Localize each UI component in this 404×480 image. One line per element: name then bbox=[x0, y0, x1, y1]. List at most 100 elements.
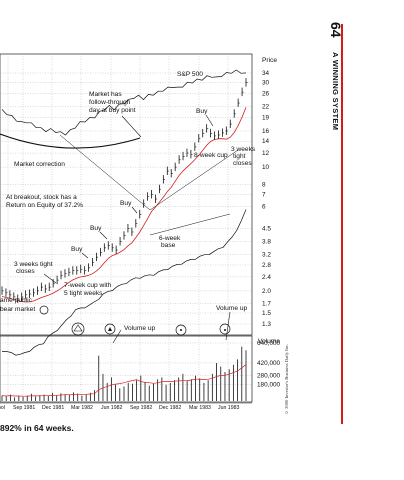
weeks-tight-top-line2: tight bbox=[233, 153, 246, 160]
cup-7week-line1: 7-week cup with bbox=[64, 282, 112, 289]
buy-left-b-label: Buy bbox=[71, 246, 83, 253]
roe-line1: At breakout, stock has a bbox=[6, 194, 77, 201]
earnings-marker-2 bbox=[104, 323, 116, 335]
moving-average-path bbox=[1, 107, 247, 303]
weeks-tight-left-arrow bbox=[43, 273, 57, 284]
price-tick-4: 19 bbox=[262, 115, 270, 122]
buy-mid-label: Buy bbox=[120, 200, 132, 207]
figure-caption: 892% in 64 weeks. bbox=[0, 423, 74, 433]
earnings-marker-4 bbox=[219, 323, 231, 335]
base-6week-line1: 6-week bbox=[159, 235, 181, 242]
roe-line2: Return on Equity of 37.2% bbox=[6, 202, 83, 209]
price-tick-15: 2.8 bbox=[262, 262, 271, 269]
page-number: 64 bbox=[328, 22, 344, 38]
price-volume-chart: Price Volume 34 30 26 22 19 16 14 12 10 8 7 6 4.5 3.8… bbox=[0, 53, 281, 411]
buy-left-a-label: Buy bbox=[90, 225, 102, 232]
x-tick-1: Sep 1981 bbox=[13, 405, 35, 411]
volume-average-path bbox=[1, 364, 247, 397]
volume-bars bbox=[1, 346, 247, 401]
price-tick-7: 12 bbox=[262, 150, 270, 157]
volume-up-left-label: Volume up bbox=[124, 325, 155, 332]
volume-tick-0: 640,000 bbox=[257, 340, 281, 347]
copyright-note: © 2000 Investor's Business Daily Inc. bbox=[284, 343, 289, 415]
weeks-tight-left-line1: 3 weeks tight bbox=[14, 261, 53, 268]
price-tick-8: 10 bbox=[262, 164, 270, 171]
weeks-tight-left-line2: closes bbox=[16, 268, 35, 275]
price-axis-label: Price bbox=[262, 57, 277, 64]
base-6week-line2: base bbox=[161, 242, 176, 249]
earnings-marker-1 bbox=[71, 322, 85, 336]
price-ticks: 34 30 26 22 19 16 14 12 10 8 7 6 4.5 3.8 3.2 2.8 2.4 2.0 1… bbox=[262, 70, 271, 328]
buy-mid-arrow bbox=[131, 206, 138, 214]
cup-7week-line2: 5 tight weeks bbox=[64, 290, 103, 297]
trend-line-lower bbox=[149, 213, 231, 236]
follow-through-line1: Market has bbox=[89, 91, 122, 98]
price-tick-9: 8 bbox=[262, 181, 266, 188]
price-tick-13: 3.8 bbox=[262, 239, 271, 246]
buy-left-a-arrow bbox=[99, 231, 108, 240]
trend-line-upper bbox=[59, 134, 239, 211]
follow-through-line2: follow-through bbox=[89, 99, 131, 106]
price-tick-2: 26 bbox=[262, 91, 270, 98]
public-bear-line2: bear market bbox=[0, 306, 35, 313]
earnings-marker-3 bbox=[175, 324, 187, 336]
public-bear-line1: ame public bbox=[0, 297, 33, 304]
price-tick-14: 3.2 bbox=[262, 252, 271, 259]
price-tick-11: 6 bbox=[262, 203, 266, 210]
price-tick-6: 14 bbox=[262, 138, 270, 145]
sp500-line bbox=[1, 69, 247, 136]
x-tick-5: Sep 1982 bbox=[130, 405, 152, 411]
x-tick-8: Jun 1983 bbox=[218, 405, 239, 411]
volume-tick-3: 180,000 bbox=[257, 382, 281, 389]
price-bars bbox=[1, 78, 248, 303]
x-tick-3: Mar 1982 bbox=[71, 405, 93, 411]
volume-up-right-arrow bbox=[225, 311, 231, 341]
running-head: 64 A WINNING SYSTEM bbox=[326, 22, 350, 132]
volume-tick-1: 420,000 bbox=[257, 360, 281, 367]
price-tick-20: 1.3 bbox=[262, 321, 271, 328]
x-axis-ticks: pol Sep 1981 Dec 1981 Mar 1982 Jun 1982 Sep 1… bbox=[0, 402, 252, 411]
x-tick-6: Dec 1982 bbox=[159, 405, 181, 411]
price-tick-12: 4.5 bbox=[262, 226, 271, 233]
follow-through-arrow bbox=[121, 115, 142, 138]
volume-up-left-arrow bbox=[112, 329, 122, 344]
x-tick-7: Mar 1983 bbox=[189, 405, 211, 411]
price-tick-1: 30 bbox=[262, 80, 270, 87]
price-tick-17: 2.0 bbox=[262, 288, 271, 295]
grid bbox=[0, 54, 252, 402]
price-tick-3: 22 bbox=[262, 103, 270, 110]
red-margin-rule bbox=[341, 24, 343, 424]
cup-8week-label: 8-week cup bbox=[194, 152, 228, 159]
price-tick-19: 1.5 bbox=[262, 310, 271, 317]
x-tick-0: pol bbox=[0, 405, 5, 411]
price-panel-frame bbox=[0, 53, 253, 336]
buy-top-label: Buy bbox=[196, 108, 208, 115]
relative-strength-line bbox=[1, 134, 247, 356]
weeks-tight-top-line1: 3 weeks bbox=[231, 146, 256, 153]
sp500-path bbox=[1, 69, 247, 136]
follow-through-line3: day at buy point bbox=[89, 107, 136, 114]
volume-tick-2: 280,000 bbox=[257, 373, 281, 380]
relative-strength-path bbox=[1, 209, 247, 356]
volume-up-right-label: Volume up bbox=[216, 305, 247, 312]
x-tick-2: Dec 1981 bbox=[42, 405, 64, 411]
moving-average-line bbox=[1, 107, 247, 303]
x-tick-4: Jun 1982 bbox=[101, 405, 122, 411]
buy-left-b-arrow bbox=[81, 252, 89, 259]
volume-ticks: 640,000 420,000 280,000 180,000 bbox=[257, 340, 281, 389]
sp500-label: S&P 500 bbox=[177, 71, 203, 78]
price-tick-16: 2.4 bbox=[262, 274, 271, 281]
buy-top-arrow bbox=[205, 114, 214, 127]
price-tick-0: 34 bbox=[262, 70, 270, 77]
bear-market-circle bbox=[39, 305, 49, 315]
market-correction-label: Market correction bbox=[14, 161, 65, 168]
weeks-tight-top-line3: closes bbox=[233, 160, 252, 167]
market-correction-arc bbox=[0, 133, 141, 149]
chapter-title: A WINNING SYSTEM bbox=[331, 52, 340, 131]
price-tick-10: 7 bbox=[262, 192, 266, 199]
price-tick-5: 16 bbox=[262, 128, 270, 135]
volume-axis-label: Volume bbox=[258, 338, 280, 345]
price-tick-18: 1.7 bbox=[262, 300, 271, 307]
volume-panel-frame bbox=[0, 335, 253, 403]
volume-average-line bbox=[1, 364, 247, 397]
